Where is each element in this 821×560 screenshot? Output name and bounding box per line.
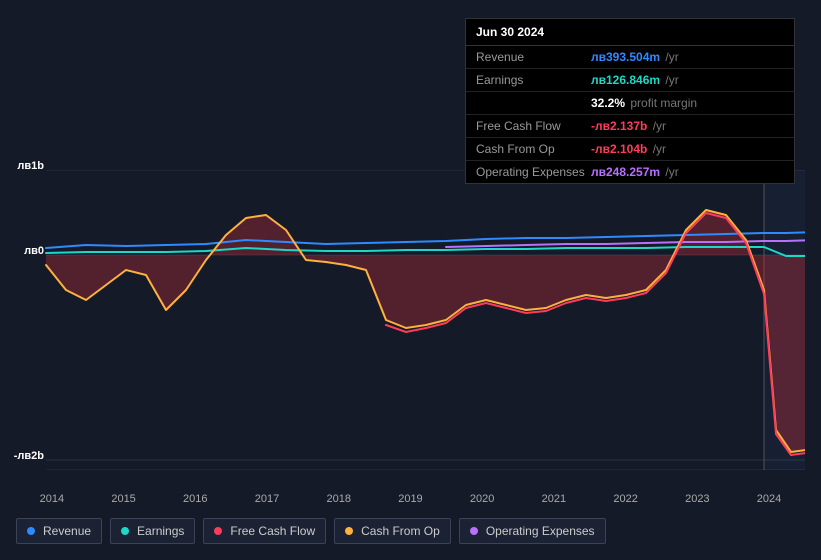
tooltip-value: лв248.257m — [591, 165, 660, 179]
tooltip-row: Revenue лв393.504m /yr — [466, 46, 794, 69]
legend-item-earnings[interactable]: Earnings — [110, 518, 195, 544]
legend-label: Operating Expenses — [486, 524, 595, 538]
tooltip-label: Cash From Op — [476, 142, 591, 156]
legend-item-operating-expenses[interactable]: Operating Expenses — [459, 518, 606, 544]
legend: Revenue Earnings Free Cash Flow Cash Fro… — [16, 518, 606, 544]
legend-label: Revenue — [43, 524, 91, 538]
tooltip-row: 32.2% profit margin — [466, 92, 794, 115]
x-axis-label: 2015 — [111, 493, 135, 505]
legend-dot-icon — [345, 527, 353, 535]
legend-dot-icon — [121, 527, 129, 535]
tooltip-label: Free Cash Flow — [476, 119, 591, 133]
tooltip-value: -лв2.104b — [591, 142, 647, 156]
legend-dot-icon — [214, 527, 222, 535]
legend-item-cash-from-op[interactable]: Cash From Op — [334, 518, 451, 544]
x-axis-label: 2021 — [542, 493, 566, 505]
x-axis-label: 2023 — [685, 493, 709, 505]
tooltip-row: Cash From Op -лв2.104b /yr — [466, 138, 794, 161]
tooltip-date: Jun 30 2024 — [466, 19, 794, 46]
chart-svg — [16, 170, 805, 470]
x-axis-label: 2017 — [255, 493, 279, 505]
x-axis-label: 2018 — [326, 493, 350, 505]
tooltip-value: лв126.846m — [591, 73, 660, 87]
x-axis-label: 2022 — [613, 493, 637, 505]
chart-tooltip: Jun 30 2024 Revenue лв393.504m /yr Earni… — [465, 18, 795, 184]
tooltip-label: Revenue — [476, 50, 591, 64]
legend-label: Earnings — [137, 524, 184, 538]
tooltip-row: Operating Expenses лв248.257m /yr — [466, 161, 794, 183]
legend-label: Cash From Op — [361, 524, 440, 538]
x-axis-label: 2019 — [398, 493, 422, 505]
x-axis-label: 2020 — [470, 493, 494, 505]
x-axis-label: 2014 — [40, 493, 64, 505]
legend-dot-icon — [27, 527, 35, 535]
tooltip-value: -лв2.137b — [591, 119, 647, 133]
legend-label: Free Cash Flow — [230, 524, 315, 538]
tooltip-row: Earnings лв126.846m /yr — [466, 69, 794, 92]
tooltip-label: Operating Expenses — [476, 165, 591, 179]
legend-item-free-cash-flow[interactable]: Free Cash Flow — [203, 518, 326, 544]
x-axis-label: 2024 — [757, 493, 781, 505]
chart-area: лв1bлв0-лв2b — [16, 170, 805, 490]
legend-dot-icon — [470, 527, 478, 535]
x-axis: 2014 2015 2016 2017 2018 2019 2020 2021 2022 2023… — [16, 493, 805, 505]
tooltip-row: Free Cash Flow -лв2.137b /yr — [466, 115, 794, 138]
x-axis-label: 2016 — [183, 493, 207, 505]
legend-item-revenue[interactable]: Revenue — [16, 518, 102, 544]
tooltip-label: Earnings — [476, 73, 591, 87]
tooltip-value: лв393.504m — [591, 50, 660, 64]
